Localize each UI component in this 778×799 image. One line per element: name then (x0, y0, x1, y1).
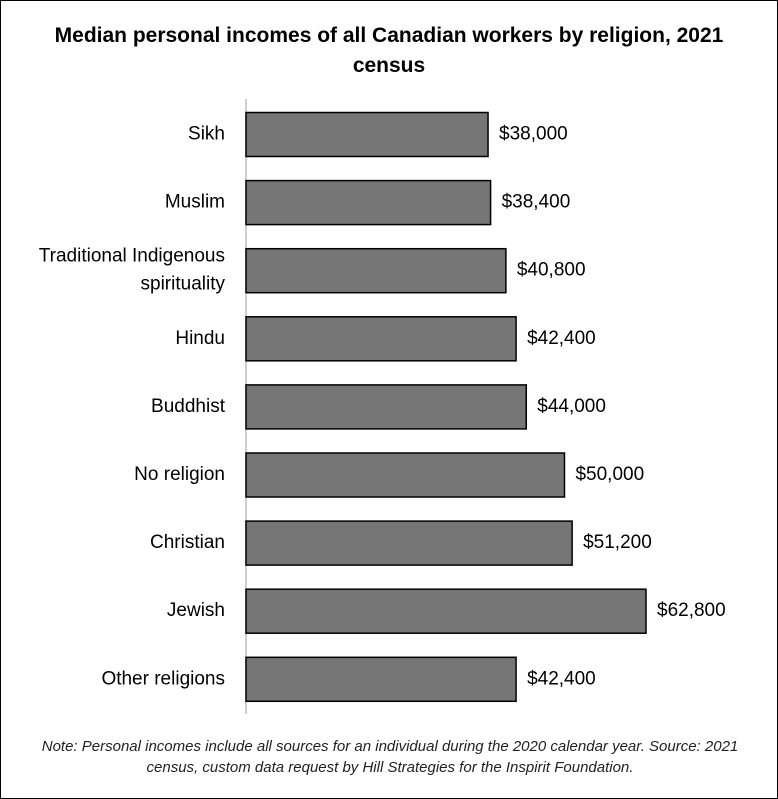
bar-chart: Sikh $38,000 Muslim $38,400 Traditional Indi… (39, 99, 726, 714)
bar (245, 452, 566, 498)
bar (245, 520, 573, 566)
category-label: No religion (134, 464, 225, 485)
bar (245, 316, 517, 362)
category-label: Christian (150, 532, 225, 553)
category-label: Traditional Indigenous spirituality (39, 246, 226, 295)
data-label: $51,200 (583, 532, 652, 553)
category-label: Buddhist (151, 396, 226, 417)
bar (245, 247, 507, 294)
bar (245, 111, 489, 158)
category-label: Muslim (165, 192, 225, 213)
chart-title: Median personal incomes of all Canadian … (54, 24, 724, 77)
data-label: $38,000 (499, 124, 568, 145)
bar (245, 656, 517, 703)
category-label: Other religions (101, 668, 225, 689)
data-label: $38,400 (502, 192, 571, 213)
category-label: Jewish (167, 600, 225, 621)
category-label: Sikh (188, 124, 225, 145)
data-label: $42,400 (527, 668, 596, 689)
chart-note: Note: Personal incomes include all sourc… (41, 738, 739, 776)
data-label: $44,000 (537, 396, 606, 417)
bar (245, 384, 528, 430)
category-label: Hindu (175, 328, 225, 349)
data-label: $62,800 (657, 600, 726, 621)
data-label: $40,800 (517, 260, 586, 281)
bar (245, 588, 647, 634)
data-label: $50,000 (575, 464, 644, 485)
bar (245, 179, 492, 226)
data-label: $42,400 (527, 328, 596, 349)
